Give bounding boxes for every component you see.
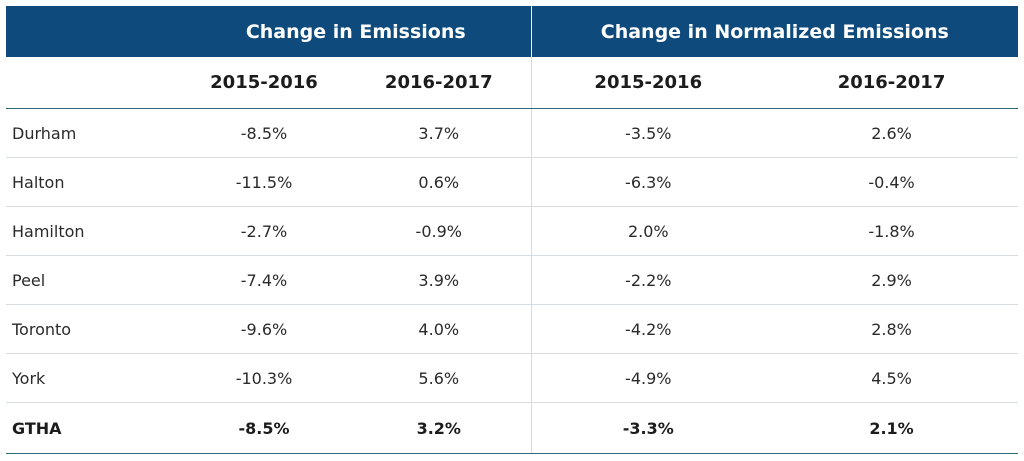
normalized-2016-2017-cell: -0.4% (765, 157, 1019, 207)
group-header-normalized: Change in Normalized Emissions (530, 6, 1019, 57)
table-row: Durham -8.5% 3.7% -3.5% 2.6% (6, 108, 1019, 158)
year-header-normalized-2: 2016-2017 (765, 57, 1019, 109)
emissions-2015-2016-cell: -10.3% (181, 353, 347, 403)
emissions-2016-2017-cell: 4.0% (347, 304, 532, 354)
normalized-2015-2016-cell: 2.0% (530, 206, 766, 256)
year-header-emissions-2: 2016-2017 (347, 57, 532, 109)
emissions-2015-2016-cell: -8.5% (181, 108, 347, 158)
year-header-blank (6, 57, 181, 109)
total-region-cell: GTHA (6, 402, 181, 454)
normalized-2015-2016-cell: -4.9% (530, 353, 766, 403)
emissions-table-container: Change in Emissions Change in Normalized… (6, 6, 1019, 454)
table-row: Toronto -9.6% 4.0% -4.2% 2.8% (6, 304, 1019, 354)
year-header-normalized-1: 2015-2016 (530, 57, 766, 109)
region-cell: Peel (6, 255, 181, 305)
total-emissions-2016-2017-cell: 3.2% (347, 402, 532, 454)
table-row: Peel -7.4% 3.9% -2.2% 2.9% (6, 255, 1019, 305)
region-cell: Hamilton (6, 206, 181, 256)
total-emissions-2015-2016-cell: -8.5% (181, 402, 347, 454)
normalized-2015-2016-cell: -4.2% (530, 304, 766, 354)
emissions-2015-2016-cell: -2.7% (181, 206, 347, 256)
normalized-2016-2017-cell: 2.9% (765, 255, 1019, 305)
group-header-emissions: Change in Emissions (181, 6, 532, 57)
table-row: Halton -11.5% 0.6% -6.3% -0.4% (6, 157, 1019, 207)
region-cell: Halton (6, 157, 181, 207)
normalized-2016-2017-cell: 2.6% (765, 108, 1019, 158)
total-row: GTHA -8.5% 3.2% -3.3% 2.1% (6, 402, 1019, 454)
group-header-blank (6, 6, 181, 57)
table-row: Hamilton -2.7% -0.9% 2.0% -1.8% (6, 206, 1019, 256)
emissions-2015-2016-cell: -7.4% (181, 255, 347, 305)
normalized-2015-2016-cell: -3.5% (530, 108, 766, 158)
emissions-table: Change in Emissions Change in Normalized… (6, 6, 1019, 454)
normalized-2015-2016-cell: -2.2% (530, 255, 766, 305)
emissions-2016-2017-cell: 0.6% (347, 157, 532, 207)
emissions-2016-2017-cell: 3.7% (347, 108, 532, 158)
total-normalized-2016-2017-cell: 2.1% (765, 402, 1019, 454)
emissions-2016-2017-cell: -0.9% (347, 206, 532, 256)
total-normalized-2015-2016-cell: -3.3% (530, 402, 766, 454)
emissions-2016-2017-cell: 3.9% (347, 255, 532, 305)
region-cell: York (6, 353, 181, 403)
group-header-row: Change in Emissions Change in Normalized… (6, 6, 1019, 57)
year-header-emissions-1: 2015-2016 (181, 57, 347, 109)
normalized-2016-2017-cell: 4.5% (765, 353, 1019, 403)
emissions-2015-2016-cell: -9.6% (181, 304, 347, 354)
emissions-2016-2017-cell: 5.6% (347, 353, 532, 403)
region-cell: Toronto (6, 304, 181, 354)
region-cell: Durham (6, 108, 181, 158)
normalized-2016-2017-cell: 2.8% (765, 304, 1019, 354)
normalized-2016-2017-cell: -1.8% (765, 206, 1019, 256)
year-header-row: 2015-2016 2016-2017 2015-2016 2016-2017 (6, 57, 1019, 109)
emissions-2015-2016-cell: -11.5% (181, 157, 347, 207)
table-row: York -10.3% 5.6% -4.9% 4.5% (6, 353, 1019, 403)
normalized-2015-2016-cell: -6.3% (530, 157, 766, 207)
